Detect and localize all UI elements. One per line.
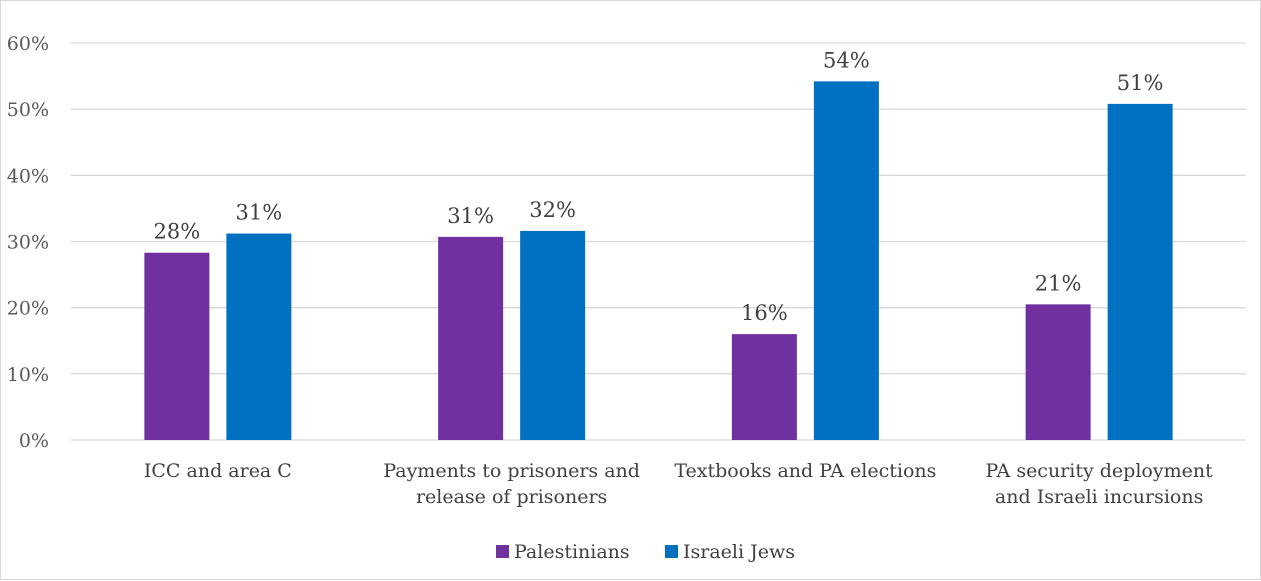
x-category-label: and Israeli incursions bbox=[995, 486, 1203, 508]
bar-israeli-jews-2 bbox=[813, 81, 879, 441]
x-category-label: Payments to prisoners and bbox=[383, 460, 640, 482]
bar-israeli-jews-3 bbox=[1107, 103, 1173, 440]
y-tick-label: 0% bbox=[19, 430, 49, 452]
y-axis-ticks: 0% 10% 20% 30% 40% 50% 60% bbox=[7, 33, 49, 452]
legend-label: Israeli Jews bbox=[683, 541, 795, 563]
bar-palestinians-0 bbox=[144, 252, 210, 440]
data-label: 31% bbox=[447, 204, 494, 228]
bar-palestinians-1 bbox=[438, 236, 504, 440]
bars bbox=[144, 81, 1173, 441]
data-label: 21% bbox=[1035, 271, 1082, 295]
data-label: 31% bbox=[236, 201, 283, 225]
x-axis-categories: ICC and area C Payments to prisoners and r… bbox=[144, 460, 1213, 508]
y-tick-label: 30% bbox=[7, 232, 49, 254]
y-tick-label: 60% bbox=[7, 33, 49, 55]
y-tick-label: 40% bbox=[7, 165, 49, 187]
x-category-label: release of prisoners bbox=[416, 486, 607, 508]
bar-israeli-jews-0 bbox=[226, 233, 292, 440]
bar-palestinians-3 bbox=[1025, 304, 1091, 440]
bar-israeli-jews-1 bbox=[520, 230, 586, 440]
legend: Palestinians Israeli Jews bbox=[496, 541, 795, 563]
y-tick-label: 10% bbox=[7, 364, 49, 386]
x-category-label: Textbooks and PA elections bbox=[674, 460, 936, 482]
y-tick-label: 20% bbox=[7, 298, 49, 320]
x-category-label: PA security deployment bbox=[986, 460, 1214, 482]
bar-palestinians-2 bbox=[731, 334, 797, 440]
data-label: 32% bbox=[529, 198, 576, 222]
legend-label: Palestinians bbox=[514, 541, 630, 563]
legend-swatch-palestinians bbox=[496, 545, 509, 558]
data-label: 16% bbox=[741, 301, 788, 325]
x-category-label: ICC and area C bbox=[144, 460, 292, 482]
legend-swatch-israeli-jews bbox=[665, 545, 678, 558]
data-label: 51% bbox=[1117, 71, 1164, 95]
y-tick-label: 50% bbox=[7, 99, 49, 121]
data-labels: 28% 31% 16% 21% 31% 32% 54% 51% bbox=[154, 48, 1164, 325]
data-label: 28% bbox=[154, 220, 201, 244]
data-label: 54% bbox=[823, 48, 870, 72]
